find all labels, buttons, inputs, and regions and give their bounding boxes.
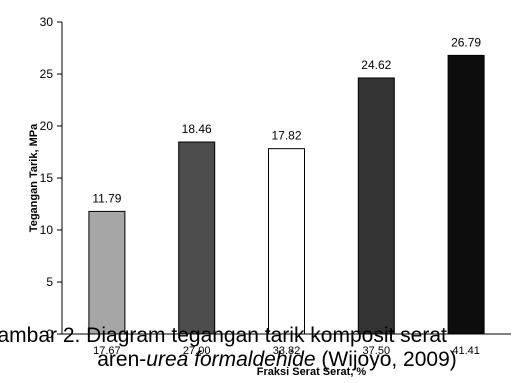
x-axis-title: Fraksi Serat Serat, % [257, 366, 367, 378]
caption-italic-term: urea formaldehide [146, 348, 316, 371]
bar-value-label: 17.82 [271, 129, 301, 143]
bar-value-label: 26.79 [451, 35, 481, 49]
bar [357, 77, 395, 335]
bar-value-label: 18.46 [182, 122, 212, 136]
bar [178, 141, 216, 335]
y-axis-title: Tegangan Tarik, MPa [28, 123, 40, 232]
caption-suffix: (Wijoyo, 2009) [315, 348, 457, 371]
y-tick-label: 15 [40, 171, 54, 185]
y-tick-label: 20 [40, 119, 54, 133]
caption-text: Gambar 2. Diagram tegangan tarik komposi… [0, 324, 447, 347]
figure-caption-line-1: Gambar 2. Diagram tegangan tarik komposi… [0, 325, 476, 347]
y-tick-label: 10 [40, 223, 54, 237]
y-tick-label: 25 [40, 67, 54, 81]
x-tick-label: 37.50 [363, 345, 391, 357]
y-tick-label: 5 [46, 275, 53, 289]
bar-value-label: 24.62 [361, 58, 391, 72]
bar [88, 210, 126, 335]
y-tick-label: 30 [40, 15, 54, 29]
bar-value-label: 11.79 [92, 191, 121, 205]
y-tick-label: 0 [46, 327, 53, 341]
x-tick-label: 33.82 [273, 345, 301, 357]
caption-prefix: aren- [97, 348, 147, 371]
x-tick-label: 17.67 [93, 345, 121, 357]
x-tick-label: 41.41 [452, 345, 480, 357]
bar [447, 54, 485, 335]
bar [268, 148, 305, 335]
x-tick-label: 27.00 [183, 345, 211, 357]
figure-caption-line-2: aren-urea formaldehide (Wijoyo, 2009) [15, 349, 524, 371]
